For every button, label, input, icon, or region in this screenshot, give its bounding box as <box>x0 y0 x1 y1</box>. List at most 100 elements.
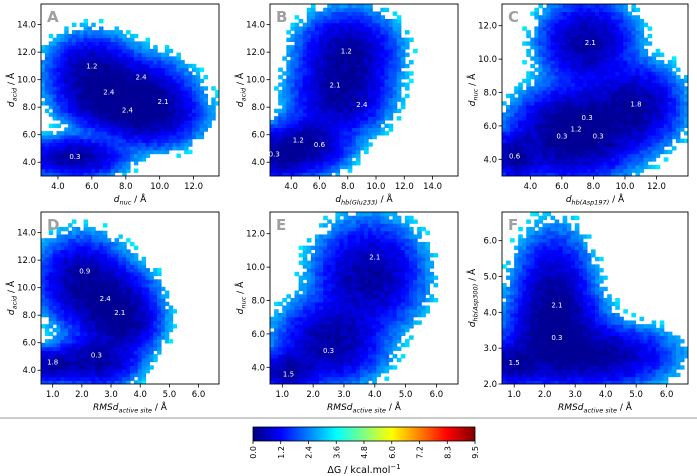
y-tick-label: 4.0 <box>22 366 36 376</box>
panel-f: 1.0 2.0 3.0 4.0 5.0 6.0 2.0 3.0 4.0 5.0 6.0 RMSdact… <box>466 211 689 415</box>
contour-label: 2.1 <box>551 302 562 310</box>
heatmap-d <box>41 219 178 384</box>
y-tick-label: 6.0 <box>251 131 265 141</box>
contour-label: 2.1 <box>369 254 380 262</box>
y-tick-label: 10.0 <box>478 55 497 65</box>
y-tick-label: 12.0 <box>246 230 265 240</box>
contour-label: 2.4 <box>100 295 112 303</box>
y-tick-label: 12.0 <box>17 48 36 58</box>
contour-label: 0.9 <box>79 268 90 276</box>
contour-label: 0.3 <box>551 334 562 342</box>
contour-label: 1.5 <box>509 359 520 367</box>
x-tick-label: 10.0 <box>150 182 169 192</box>
x-tick-label: 5.0 <box>629 390 643 400</box>
panel-d: 1.0 2.0 3.0 4.0 5.0 6.0 4.0 6.0 8.0 10.0 12.0 14.0 R… <box>5 211 220 415</box>
colorbar-tick-label: 3.6 <box>332 446 341 459</box>
contour-label: 1.2 <box>341 47 352 55</box>
colorbar-tick-label: 8.3 <box>443 446 452 459</box>
x-tick-label: 4.0 <box>599 390 613 400</box>
heatmap-a <box>41 18 219 176</box>
contour-label: 2.1 <box>157 98 168 106</box>
contour-label: 1.2 <box>293 137 304 145</box>
colorbar-tick-label: 2.4 <box>305 446 314 459</box>
panels-layer: 4.0 6.0 8.0 10.0 12.0 4.0 6.0 8.0 10.0 12.0 14.0 dn… <box>5 3 689 415</box>
panel-letter: A <box>47 8 59 26</box>
y-tick-label: 4.0 <box>251 158 265 168</box>
x-tick-label: 3.0 <box>104 390 118 400</box>
x-axis-label: RMSdactive site / Å <box>327 401 402 415</box>
panel-c: 4.0 6.0 8.0 10.0 12.0 4.0 6.0 8.0 10.0 12.0 dhb(As… <box>466 3 689 207</box>
panel-letter: E <box>276 216 286 234</box>
y-axis-label: dacid / Å <box>234 72 248 107</box>
colorbar-tick-label: 7.2 <box>416 446 425 459</box>
x-axis-label: RMSdactive site / Å <box>558 401 633 415</box>
y-tick-label: 12.0 <box>246 48 265 58</box>
contour-label: 0.3 <box>323 347 334 355</box>
contour-label: 1.2 <box>571 126 582 134</box>
contour-label: 2.4 <box>122 106 134 114</box>
panel-b: 4.0 6.0 8.0 10.0 12.0 14.0 4.0 6.0 8.0 10.0 12.0 14… <box>234 3 459 207</box>
y-axis-label: dacid / Å <box>5 72 19 107</box>
y-tick-label: 4.0 <box>251 363 265 373</box>
x-tick-label: 4.0 <box>368 390 382 400</box>
panel-letter: F <box>508 216 518 234</box>
y-tick-label: 14.0 <box>246 21 265 31</box>
y-tick-label: 12.0 <box>478 22 497 32</box>
contour-label: 1.8 <box>47 358 58 366</box>
y-tick-label: 12.0 <box>17 256 36 266</box>
panel-a: 4.0 6.0 8.0 10.0 12.0 4.0 6.0 8.0 10.0 12.0 14.0 dn… <box>5 3 220 207</box>
x-tick-label: 2.0 <box>306 390 320 400</box>
x-tick-label: 4.0 <box>133 390 147 400</box>
x-tick-label: 2.0 <box>538 390 552 400</box>
x-tick-label: 1.0 <box>46 390 60 400</box>
panel-letter: C <box>508 8 519 26</box>
x-tick-label: 14.0 <box>423 182 442 192</box>
y-tick-label: 8.0 <box>22 311 36 321</box>
contour-label: 2.1 <box>114 309 125 317</box>
y-tick-label: 6.0 <box>22 131 36 141</box>
x-tick-label: 4.0 <box>51 182 65 192</box>
y-axis-label: dacid / Å <box>5 280 19 315</box>
colorbar-gradient <box>252 426 476 442</box>
y-tick-label: 14.0 <box>17 21 36 31</box>
y-tick-label: 8.0 <box>251 103 265 113</box>
x-tick-label: 5.0 <box>163 390 177 400</box>
x-tick-label: 6.0 <box>85 182 99 192</box>
y-axis-label: dnuc / Å <box>234 281 248 314</box>
axes-frame <box>269 211 459 385</box>
y-axis-label: dnuc / Å <box>466 73 480 106</box>
x-tick-label: 6.0 <box>313 182 327 192</box>
x-tick-label: 10.0 <box>367 182 386 192</box>
contour-label: 0.6 <box>314 141 326 149</box>
panel-e: 1.0 2.0 3.0 4.0 5.0 6.0 4.0 6.0 8.0 10.0 12.0 RMSda… <box>234 211 459 415</box>
y-tick-label: 10.0 <box>246 76 265 86</box>
colorbar: 0.0 1.2 2.4 3.6 4.8 6.0 7.2 8.3 9.5 ΔG / kcal.mo… <box>249 426 480 476</box>
y-tick-label: 10.0 <box>17 284 36 294</box>
x-tick-label: 6.0 <box>660 390 674 400</box>
x-axis-label: dnuc / Å <box>114 193 147 207</box>
heatmap-e <box>270 212 439 384</box>
contour-label: 0.3 <box>556 132 567 140</box>
x-tick-label: 2.0 <box>75 390 89 400</box>
y-tick-label: 4.0 <box>22 158 36 168</box>
x-tick-label: 8.0 <box>341 182 355 192</box>
colorbar-tick-label: 9.5 <box>471 446 480 459</box>
y-tick-label: 6.0 <box>22 339 36 349</box>
axes-frame <box>501 211 689 385</box>
x-tick-label: 12.0 <box>395 182 414 192</box>
x-tick-label: 12.0 <box>647 182 666 192</box>
contour-label: 2.4 <box>135 73 147 81</box>
heatmap-b <box>270 4 418 176</box>
axes-frame <box>501 3 689 177</box>
colorbar-tick-label: 1.2 <box>277 446 286 459</box>
x-tick-label: 3.0 <box>337 390 351 400</box>
y-tick-label: 4.0 <box>483 308 497 318</box>
y-tick-label: 10.0 <box>246 263 265 273</box>
contour-label: 2.4 <box>103 89 115 97</box>
colorbar-tick-label: 4.8 <box>360 446 369 459</box>
x-tick-label: 12.0 <box>184 182 203 192</box>
contour-label: 0.3 <box>269 150 280 158</box>
contour-label: 2.1 <box>329 82 340 90</box>
y-tick-label: 6.0 <box>483 237 497 247</box>
contour-label: 0.6 <box>509 152 521 160</box>
